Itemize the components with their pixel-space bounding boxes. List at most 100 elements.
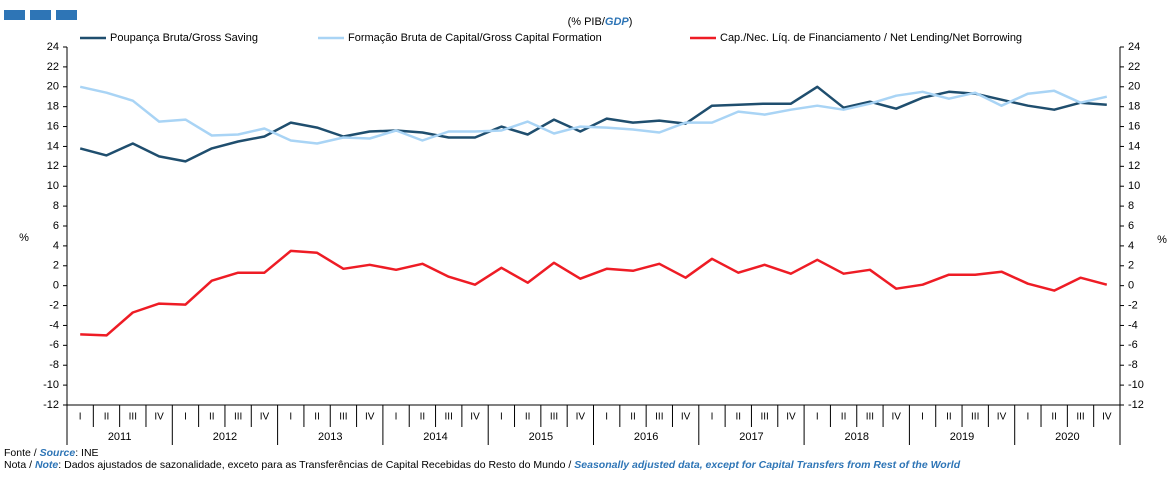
year-label: 2011 (108, 431, 132, 443)
y-tick-label: 18 (47, 101, 59, 113)
x-tick-label: I (921, 412, 924, 423)
x-tick-label: II (630, 412, 636, 423)
x-tick-label: I (395, 412, 398, 423)
note-text: : Dados ajustados de sazonalidade, excet… (58, 459, 575, 471)
y2-tick-label: 2 (1128, 260, 1134, 272)
y-axis-label: % (19, 232, 29, 244)
x-tick-label: II (736, 412, 742, 423)
y2-tick-label: -6 (1128, 339, 1138, 351)
source-text: : INE (75, 447, 99, 459)
y2-tick-label: -12 (1128, 399, 1144, 411)
x-tick-label: II (314, 412, 320, 423)
x-tick-label: I (711, 412, 714, 423)
y2-tick-label: 24 (1128, 41, 1140, 53)
x-tick-label: III (866, 412, 874, 423)
legend-label: Cap./Nec. Líq. de Financiamento / Net Le… (720, 32, 1022, 44)
x-tick-label: I (289, 412, 292, 423)
legend-label: Formação Bruta de Capital/Gross Capital … (348, 32, 602, 44)
x-tick-label: IV (997, 412, 1007, 423)
year-label: 2018 (845, 431, 869, 443)
note-pt: Nota / (4, 459, 35, 471)
y-tick-label: -12 (43, 399, 59, 411)
x-tick-label: III (445, 412, 453, 423)
y-tick-label: -6 (49, 339, 59, 351)
y2-tick-label: 16 (1128, 120, 1140, 132)
x-tick-label: IV (892, 412, 902, 423)
y2-tick-label: 6 (1128, 220, 1134, 232)
y-tick-label: -4 (49, 319, 59, 331)
unit-en: GDP (605, 16, 630, 28)
x-tick-label: IV (681, 412, 691, 423)
y2-tick-label: 0 (1128, 280, 1134, 292)
y-tick-label: 24 (47, 41, 59, 53)
year-label: 2016 (634, 431, 658, 443)
source: Fonte / Source: INE (4, 447, 1172, 459)
x-tick-label: II (525, 412, 531, 423)
y-tick-label: 12 (47, 160, 59, 172)
y2-tick-label: 18 (1128, 101, 1140, 113)
legend-label: Poupança Bruta/Gross Saving (110, 32, 258, 44)
x-tick-label: IV (470, 412, 480, 423)
y2-tick-label: -4 (1128, 319, 1138, 331)
x-tick-label: IV (260, 412, 270, 423)
y-tick-label: 16 (47, 120, 59, 132)
y-tick-label: 2 (53, 260, 59, 272)
x-tick-label: I (500, 412, 503, 423)
y2-tick-label: 14 (1128, 140, 1140, 152)
x-tick-label: I (605, 412, 608, 423)
unit-pt: (% PIB/ (568, 16, 606, 28)
x-tick-label: I (1026, 412, 1029, 423)
y2-tick-label: 12 (1128, 160, 1140, 172)
y-tick-label: -10 (43, 379, 59, 391)
footer: Fonte / Source: INE Nota / Note: Dados a… (4, 447, 1172, 471)
y-tick-label: 10 (47, 180, 59, 192)
y2-tick-label: 8 (1128, 200, 1134, 212)
y2-tick-label: 22 (1128, 61, 1140, 73)
x-tick-label: III (1076, 412, 1084, 423)
x-tick-label: II (946, 412, 952, 423)
y2-axis-label: % (1157, 234, 1167, 246)
y-tick-label: -2 (49, 299, 59, 311)
x-tick-label: III (129, 412, 137, 423)
y-tick-label: 6 (53, 220, 59, 232)
y-tick-label: 4 (53, 240, 59, 252)
source-en: Source (39, 447, 76, 459)
x-tick-label: II (420, 412, 426, 423)
x-tick-label: IV (786, 412, 796, 423)
y2-tick-label: -10 (1128, 379, 1144, 391)
logo-block (4, 10, 25, 20)
x-tick-label: III (971, 412, 979, 423)
y2-tick-label: 10 (1128, 180, 1140, 192)
year-label: 2020 (1055, 431, 1079, 443)
year-label: 2019 (950, 431, 974, 443)
x-tick-label: III (760, 412, 768, 423)
x-tick-label: III (339, 412, 347, 423)
year-label: 2017 (739, 431, 763, 443)
year-label: 2013 (318, 431, 342, 443)
y2-tick-label: 4 (1128, 240, 1134, 252)
logo-block (56, 10, 77, 20)
x-tick-label: II (841, 412, 847, 423)
year-label: 2012 (213, 431, 237, 443)
x-tick-label: IV (154, 412, 164, 423)
x-tick-label: II (104, 412, 110, 423)
y-tick-label: 0 (53, 280, 59, 292)
unit-close: ) (629, 16, 633, 28)
note-en: Note (34, 459, 59, 471)
x-tick-label: IV (365, 412, 375, 423)
series-line (80, 249, 1108, 337)
year-label: 2014 (423, 431, 447, 443)
source-pt: Fonte / (4, 447, 40, 459)
note: Nota / Note: Dados ajustados de sazonali… (4, 459, 1172, 471)
x-tick-label: II (1051, 412, 1057, 423)
chart: (% PIB/GDP) % % 242220181614121086420-2-… (4, 10, 1167, 445)
logo-block (30, 10, 51, 20)
y-tick-label: 8 (53, 200, 59, 212)
y2-tick-label: -2 (1128, 299, 1138, 311)
x-tick-label: I (79, 412, 82, 423)
x-tick-label: IV (576, 412, 586, 423)
x-tick-label: III (234, 412, 242, 423)
x-tick-label: I (184, 412, 187, 423)
y-tick-label: 20 (47, 81, 59, 93)
